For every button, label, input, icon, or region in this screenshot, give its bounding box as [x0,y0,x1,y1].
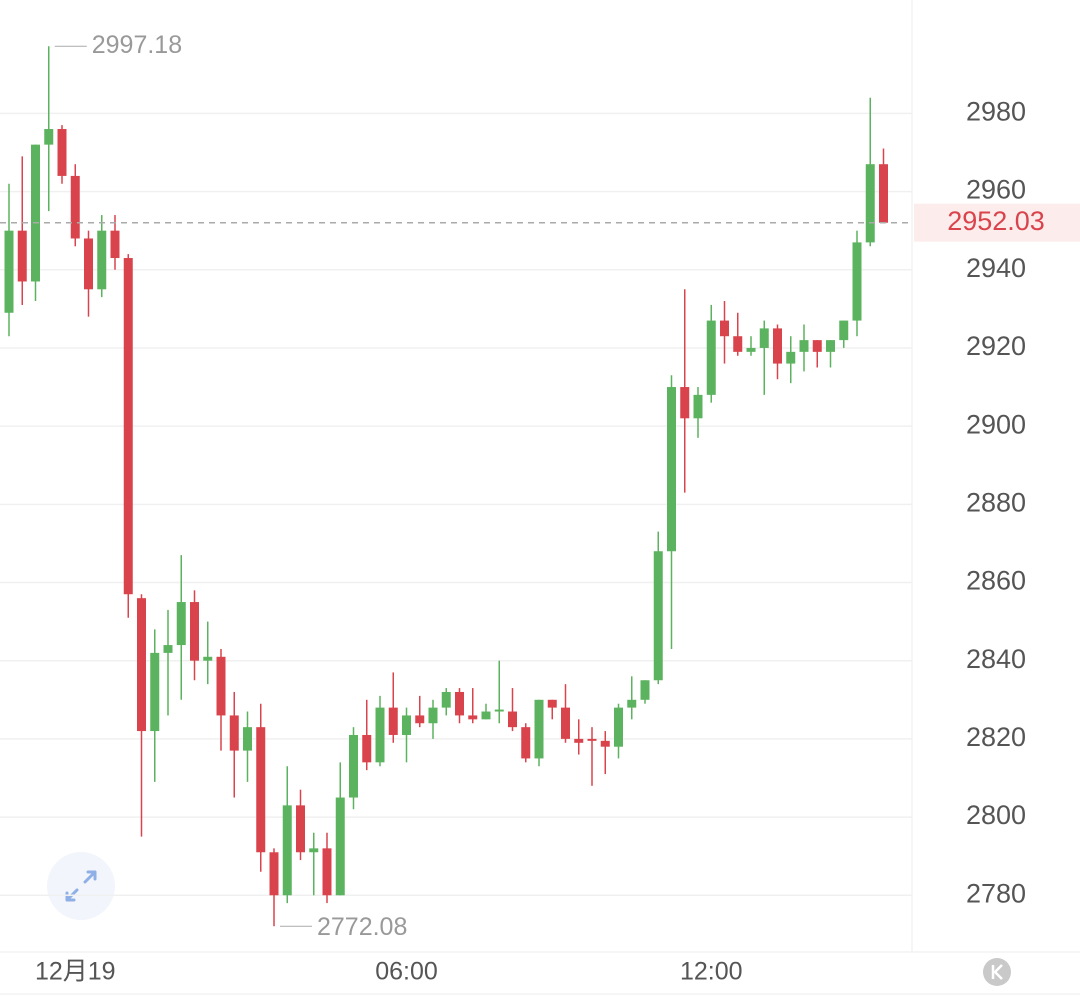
candle-body [190,602,199,661]
last-price-bg [914,203,1080,242]
candle-body [150,652,160,732]
candle-body [574,738,584,743]
y-tick-label: 2800 [966,800,1026,830]
candle-body [706,320,716,395]
y-tick-label: 2820 [966,722,1026,752]
candle-body [773,328,782,364]
candle-body [163,645,173,653]
candle-body [441,691,451,708]
candle-body [296,805,305,853]
candle-body [494,709,504,712]
candle-body [97,230,107,290]
candle-body [57,129,67,176]
y-tick-label: 2780 [966,878,1026,908]
candle-body [521,727,531,759]
candle-body [84,238,93,290]
y-tick-label: 2920 [966,331,1026,361]
candle-body [680,387,690,419]
candle-body [415,715,425,724]
candle-body [229,715,239,751]
candle-body [216,656,226,716]
candle-body [534,699,544,759]
x-tick-label: 12月19 [35,958,116,986]
candle-body [110,230,120,259]
candle-body [759,328,769,348]
candle-body [455,691,464,716]
x-tick-label: 06:00 [375,958,438,986]
candle-body [349,734,358,798]
candle-body [600,740,610,747]
candle-body [335,797,345,896]
candle-body [852,242,862,321]
candle-body [653,551,663,681]
candle-body [481,711,491,720]
candle-body [879,164,888,223]
candle-body [627,699,637,708]
y-tick-label: 2960 [966,175,1026,205]
candle-body [137,598,146,732]
last-price-label: 2952.03 [947,206,1045,236]
expand-bg [47,852,115,920]
k-button[interactable] [983,958,1011,986]
candle-body [17,230,27,282]
candle-body [362,734,372,763]
candle-body [44,129,54,145]
candle-body [428,707,438,724]
candle-body [176,602,186,646]
candle-body [468,715,478,720]
candle-body [256,727,266,853]
candle-body [4,230,14,313]
y-tick-label: 2880 [966,487,1026,517]
high-annotation: 2997.18 [92,31,182,59]
candle-body [375,707,385,763]
y-tick-label: 2840 [966,644,1026,674]
candle-body [322,848,332,896]
y-tick-label: 2940 [966,253,1026,283]
candle-body [812,340,822,352]
candle-body [839,320,849,341]
candle-body [746,347,756,352]
candle-body [667,387,676,552]
y-tick-label: 2980 [966,96,1026,126]
x-tick-label: 12:00 [680,958,743,986]
candle-body [733,336,743,352]
candle-body [388,707,398,735]
candle-body [865,164,875,243]
y-tick-label: 2900 [966,409,1026,439]
candle-body [614,707,623,747]
candle-body [123,258,133,595]
candle-body [269,852,279,896]
candle-body [786,351,796,364]
candle-body [547,699,557,708]
low-annotation: 2772.08 [317,913,407,941]
candle-body [561,707,570,739]
candle-body [309,848,319,853]
candle-body [693,394,703,419]
candle-body [31,144,40,282]
candle-body [826,340,835,352]
candle-body [640,680,650,700]
candle-body [402,715,411,735]
candle-body [70,175,80,239]
candle-body [720,320,729,337]
k-icon [991,964,1003,980]
candle-body [243,727,252,751]
candle-body [799,340,809,352]
y-tick-label: 2860 [966,566,1026,596]
k-bg [983,958,1011,986]
candle-body [508,711,517,728]
candle-body [203,656,213,661]
candle-body [587,738,597,741]
candle-body [282,805,292,896]
expand-button[interactable] [47,852,115,920]
